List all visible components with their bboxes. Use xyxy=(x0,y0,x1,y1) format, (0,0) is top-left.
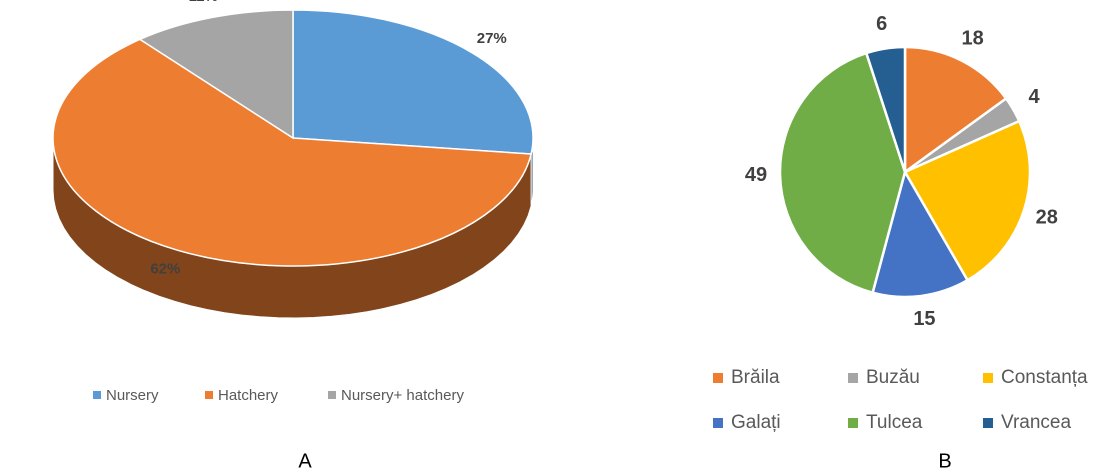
pie-slice xyxy=(52,38,533,267)
value-label: 49 xyxy=(745,164,767,186)
legend-marker xyxy=(983,373,993,383)
value-label: 18 xyxy=(962,28,984,50)
caption: A xyxy=(298,450,312,472)
legend-label: Nursery xyxy=(106,387,159,404)
value-label: 15 xyxy=(913,308,935,330)
value-label: 4 xyxy=(1028,86,1040,108)
pie-slice xyxy=(903,45,1008,175)
pie-slice xyxy=(292,9,534,155)
pie-slice xyxy=(138,9,294,140)
legend-label: Galați xyxy=(731,412,781,433)
value-label: 62% xyxy=(150,260,180,277)
legend-marker xyxy=(983,418,993,428)
pie-slice xyxy=(903,119,1032,282)
legend-label: Vrancea xyxy=(1001,412,1071,433)
legend-marker xyxy=(93,391,101,399)
legend-label: Hatchery xyxy=(218,387,279,404)
legend-label: Nursery+ hatchery xyxy=(341,387,464,404)
legend-marker xyxy=(848,418,858,428)
legend-marker xyxy=(713,418,723,428)
caption: B xyxy=(938,450,951,472)
legend-label: Tulcea xyxy=(866,412,923,433)
pie-slice xyxy=(864,45,907,173)
legend-label: Buzău xyxy=(866,367,920,388)
pie-slice xyxy=(778,51,907,295)
value-label: 27% xyxy=(477,30,507,47)
legend-label: Constanța xyxy=(1001,367,1088,388)
value-label: 11% xyxy=(189,0,218,5)
legend-marker xyxy=(848,373,858,383)
legend-marker xyxy=(328,391,336,399)
legend-marker xyxy=(205,391,213,399)
value-label: 28 xyxy=(1036,206,1058,228)
value-label: 6 xyxy=(876,13,887,35)
legend-label: Brăila xyxy=(731,367,780,388)
pie-slice xyxy=(871,168,970,299)
legend-marker xyxy=(713,373,723,383)
